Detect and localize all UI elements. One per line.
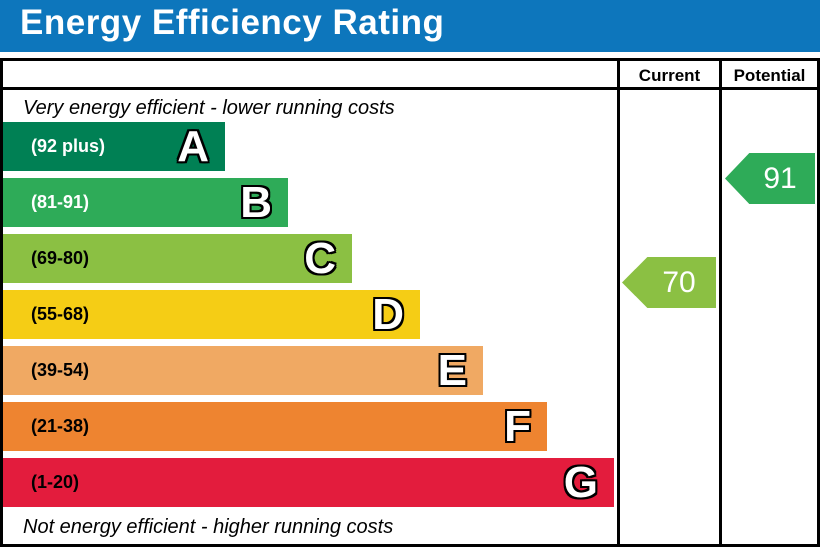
current-rating-value: 70 xyxy=(662,265,696,299)
band-letter: C xyxy=(304,234,336,283)
band-letter: F xyxy=(504,402,531,451)
current-rating-arrow: 70 xyxy=(622,257,716,308)
band-range-label: (69-80) xyxy=(31,248,90,268)
band-d: (55-68) D xyxy=(3,290,420,339)
band-range-label: (92 plus) xyxy=(31,136,106,156)
band-c: (69-80) C xyxy=(3,234,352,283)
band-range-label: (81-91) xyxy=(31,192,90,212)
band-letter: G xyxy=(563,458,598,507)
column-divider-potential xyxy=(719,61,722,544)
band-range-label: (39-54) xyxy=(31,360,90,380)
chart-frame: Current Potential Very energy efficient … xyxy=(0,58,820,547)
band-e: (39-54) E xyxy=(3,346,483,395)
page-title: Energy Efficiency Rating xyxy=(20,3,445,42)
column-header-row xyxy=(3,61,817,90)
band-range-label: (1-20) xyxy=(31,472,80,492)
band-g: (1-20) G xyxy=(3,458,614,507)
band-letter: D xyxy=(372,290,404,339)
band-f: (21-38) F xyxy=(3,402,547,451)
band-letter: B xyxy=(240,178,272,227)
potential-rating-arrow: 91 xyxy=(725,153,815,204)
column-header-current: Current xyxy=(638,66,701,85)
column-header-potential: Potential xyxy=(733,66,806,85)
band-letter: A xyxy=(177,122,209,171)
column-divider-current xyxy=(617,61,620,544)
band-a: (92 plus) A xyxy=(3,122,225,171)
band-letter: E xyxy=(437,346,467,395)
band-range-label: (55-68) xyxy=(31,304,90,324)
band-range-label: (21-38) xyxy=(31,416,90,436)
title-bar: Energy Efficiency Rating xyxy=(0,0,820,52)
band-b: (81-91) B xyxy=(3,178,288,227)
caption-bottom: Not energy efficient - higher running co… xyxy=(23,516,394,538)
potential-rating-value: 91 xyxy=(763,161,797,195)
caption-top: Very energy efficient - lower running co… xyxy=(23,97,395,119)
